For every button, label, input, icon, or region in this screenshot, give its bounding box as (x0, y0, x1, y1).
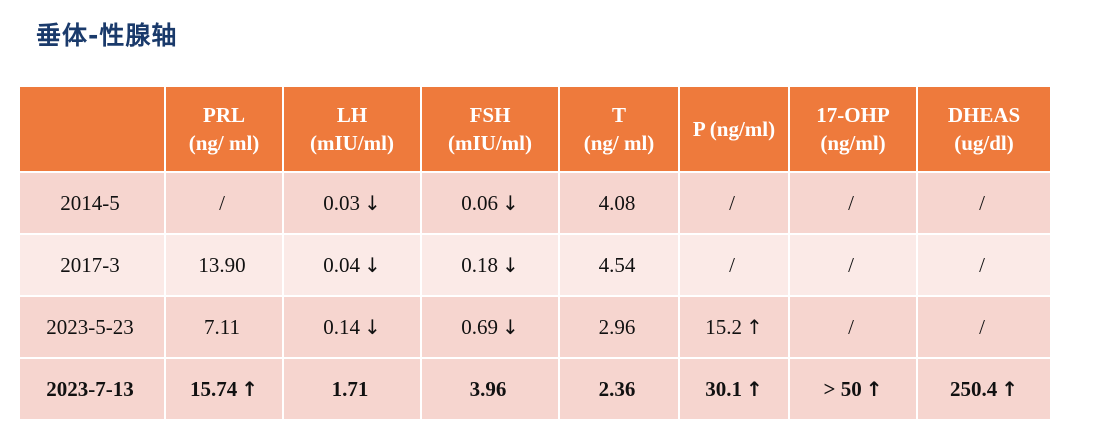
date-cell: 2017-3 (18, 233, 166, 297)
t-cell: 4.54 (558, 233, 680, 297)
lh-cell: 0.14 ↓ (282, 295, 422, 359)
header-unit: (mIU/ml) (448, 131, 532, 155)
hormone-table: PRL (ng/ ml) LH (mIU/ml) FSH (mIU/ml) T … (18, 85, 1052, 421)
header-unit: (ng/ ml) (188, 131, 260, 155)
fsh-cell: 0.06 ↓ (420, 171, 560, 235)
arrow-up-icon: ↑ (865, 376, 883, 401)
table-header-row: PRL (ng/ ml) LH (mIU/ml) FSH (mIU/ml) T … (18, 85, 1052, 173)
arrow-down-icon: ↓ (501, 190, 519, 215)
17-ohp-cell: / (788, 233, 918, 297)
dheas-cell: / (916, 295, 1052, 359)
dheas-cell: / (916, 233, 1052, 297)
prl-cell: 7.11 (164, 295, 284, 359)
header-name: PRL (203, 103, 245, 127)
arrow-up-icon: ↑ (241, 376, 258, 401)
arrow-up-icon: ↑ (745, 314, 763, 339)
header-cell-lh: LH (mIU/ml) (282, 85, 422, 173)
prl-cell: 13.90 (164, 233, 284, 297)
header-unit: (ng/ ml) (583, 131, 655, 155)
fsh-cell: 3.96 (420, 357, 560, 421)
prl-cell: 15.74 ↑ (164, 357, 284, 421)
17-ohp-cell: / (788, 171, 918, 235)
17-ohp-cell: > 50 ↑ (788, 357, 918, 421)
header-cell-dheas: DHEAS (ug/dl) (916, 85, 1052, 173)
slide-title: 垂体-性腺轴 (36, 21, 178, 50)
t-cell: 2.96 (558, 295, 680, 359)
header-cell-t: T (ng/ ml) (558, 85, 680, 173)
header-cell-17-ohp: 17-OHP (ng/ml) (788, 85, 918, 173)
table-row: 2014-5 / 0.03 ↓ 0.06 ↓ 4.08 / / / (18, 171, 1052, 235)
arrow-down-icon: ↓ (363, 314, 381, 339)
fsh-cell: 0.18 ↓ (420, 233, 560, 297)
header-unit: (ug/dl) (954, 131, 1014, 155)
arrow-down-icon: ↓ (363, 190, 381, 215)
arrow-down-icon: ↓ (363, 252, 381, 277)
fsh-cell: 0.69 ↓ (420, 295, 560, 359)
date-cell: 2014-5 (18, 171, 166, 235)
header-unit: (ng/ml) (820, 131, 886, 155)
header-cell-fsh: FSH (mIU/ml) (420, 85, 560, 173)
p-cell: / (678, 233, 790, 297)
dheas-cell: / (916, 171, 1052, 235)
arrow-down-icon: ↓ (501, 252, 519, 277)
p-cell: / (678, 171, 790, 235)
header-name: FSH (469, 103, 511, 127)
prl-cell: / (164, 171, 284, 235)
header-name: 17-OHP (816, 103, 890, 127)
header-cell-prl: PRL (ng/ ml) (164, 85, 284, 173)
arrow-up-icon: ↑ (745, 376, 763, 401)
lh-cell: 0.03 ↓ (282, 171, 422, 235)
date-cell: 2023-7-13 (18, 357, 166, 421)
header-name: T (611, 103, 626, 127)
header-unit: (mIU/ml) (310, 131, 394, 155)
table-row: 2017-3 13.90 0.04 ↓ 0.18 ↓ 4.54 / / / (18, 233, 1052, 297)
t-cell: 4.08 (558, 171, 680, 235)
17-ohp-cell: / (788, 295, 918, 359)
header-cell-p: P (ng/ml) (678, 85, 790, 173)
table-row-highlight: 2023-7-13 15.74 ↑ 1.71 3.96 2.36 30.1 ↑ > … (18, 357, 1052, 421)
arrow-down-icon: ↓ (501, 314, 519, 339)
lh-cell: 0.04 ↓ (282, 233, 422, 297)
p-cell: 15.2 ↑ (678, 295, 790, 359)
header-cell-empty (18, 85, 166, 173)
lh-cell: 1.71 (282, 357, 422, 421)
table-row: 2023-5-23 7.11 0.14 ↓ 0.69 ↓ 2.96 15.2 ↑ / … (18, 295, 1052, 359)
header-name: LH (336, 103, 368, 127)
header-name: DHEAS (947, 103, 1021, 127)
t-cell: 2.36 (558, 357, 680, 421)
date-cell: 2023-5-23 (18, 295, 166, 359)
arrow-up-icon: ↑ (1001, 376, 1018, 401)
p-cell: 30.1 ↑ (678, 357, 790, 421)
dheas-cell: 250.4 ↑ (916, 357, 1052, 421)
header-name: P (ng/ml) (692, 117, 776, 141)
